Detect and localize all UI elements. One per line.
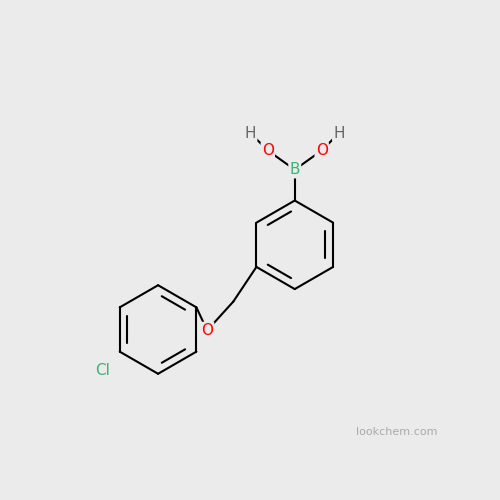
Text: B: B [290,162,300,177]
Text: O: O [316,143,328,158]
Text: H: H [334,126,345,140]
Text: H: H [244,126,256,140]
Text: Cl: Cl [95,363,110,378]
Text: lookchem.com: lookchem.com [356,428,437,438]
Text: O: O [201,323,213,338]
Text: O: O [262,143,274,158]
